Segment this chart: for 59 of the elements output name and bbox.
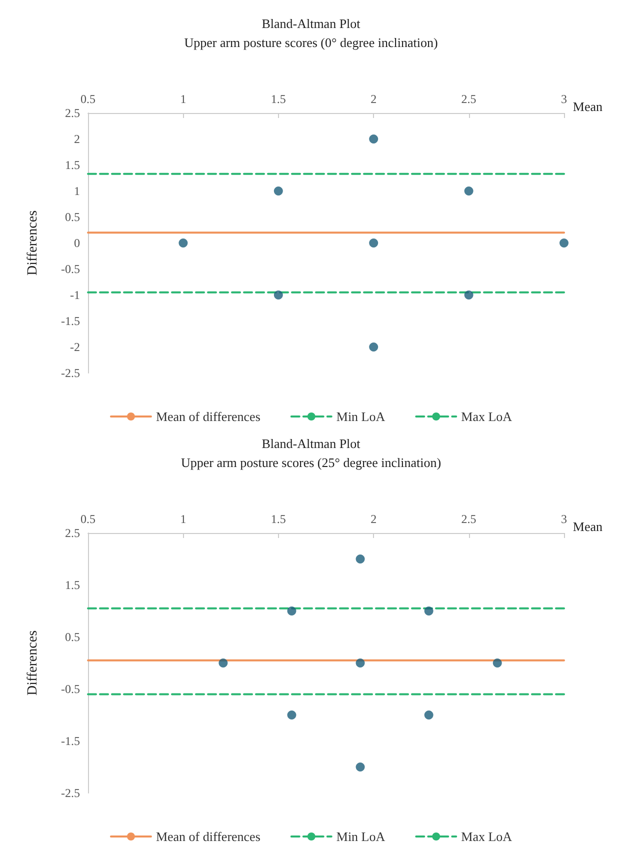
x-axis-title: Mean <box>572 519 603 534</box>
x-tick-label: 3 <box>561 92 567 106</box>
y-tick-label: -1 <box>70 288 80 302</box>
y-tick-label: 0.5 <box>65 210 80 224</box>
point <box>178 238 188 248</box>
legend-label: Mean of differences <box>156 409 260 424</box>
point <box>492 658 502 668</box>
legend-label: Max LoA <box>461 409 513 424</box>
x-tick-label: 1 <box>180 92 186 106</box>
chart-subtitle: Upper arm posture scores (0° degree inclination) <box>184 35 438 50</box>
y-axis-title: Differences <box>26 210 40 276</box>
legend-label: Min LoA <box>336 829 386 844</box>
y-tick-label: 1 <box>74 184 80 198</box>
point <box>369 238 378 248</box>
y-axis-title: Differences <box>26 630 40 696</box>
y-tick-label: -0.5 <box>61 262 80 276</box>
x-tick-label: 1 <box>180 512 186 526</box>
legend-label: Max LoA <box>461 829 513 844</box>
point <box>560 238 568 248</box>
point <box>369 134 378 144</box>
y-tick-label: 2.5 <box>65 526 80 540</box>
point <box>464 290 474 300</box>
point <box>424 710 434 720</box>
x-tick-label: 2.5 <box>461 92 476 106</box>
y-tick-label: 0.5 <box>65 630 80 644</box>
y-tick-label: 1.5 <box>65 158 80 172</box>
point <box>356 762 365 772</box>
x-tick-label: 1.5 <box>270 92 286 106</box>
point <box>274 186 283 196</box>
chart-subtitle: Upper arm posture scores (25° degree inclination) <box>180 455 442 470</box>
x-tick-label: 2.5 <box>461 512 476 526</box>
y-tick-label: 1.5 <box>65 578 80 592</box>
y-tick-label: -0.5 <box>61 682 80 696</box>
x-tick-label: 2 <box>370 92 377 106</box>
y-tick-label: -2.5 <box>61 366 80 380</box>
point <box>369 342 378 352</box>
chart-title: Bland-Altman Plot <box>262 436 361 451</box>
point <box>287 710 296 720</box>
y-tick-label: -1.5 <box>61 734 80 748</box>
chart-title: Bland-Altman Plot <box>262 16 361 31</box>
point <box>274 290 283 300</box>
point <box>356 658 365 668</box>
x-axis-title: Mean <box>572 99 603 114</box>
legend-label: Min LoA <box>336 409 386 424</box>
point <box>464 186 474 196</box>
x-tick-label: 2 <box>370 512 377 526</box>
legend-label: Mean of differences <box>156 829 260 844</box>
x-tick-label: 1.5 <box>270 512 286 526</box>
point <box>356 554 365 564</box>
y-tick-label: -2.5 <box>61 786 80 800</box>
x-tick-label: 3 <box>561 512 567 526</box>
y-tick-label: 2 <box>74 132 80 146</box>
y-tick-label: -1.5 <box>61 314 80 328</box>
y-tick-label: 2.5 <box>65 106 80 120</box>
y-tick-label: 0 <box>74 236 80 250</box>
point <box>287 606 296 616</box>
point <box>218 658 228 668</box>
y-tick-label: -2 <box>70 340 80 354</box>
point <box>424 606 434 616</box>
